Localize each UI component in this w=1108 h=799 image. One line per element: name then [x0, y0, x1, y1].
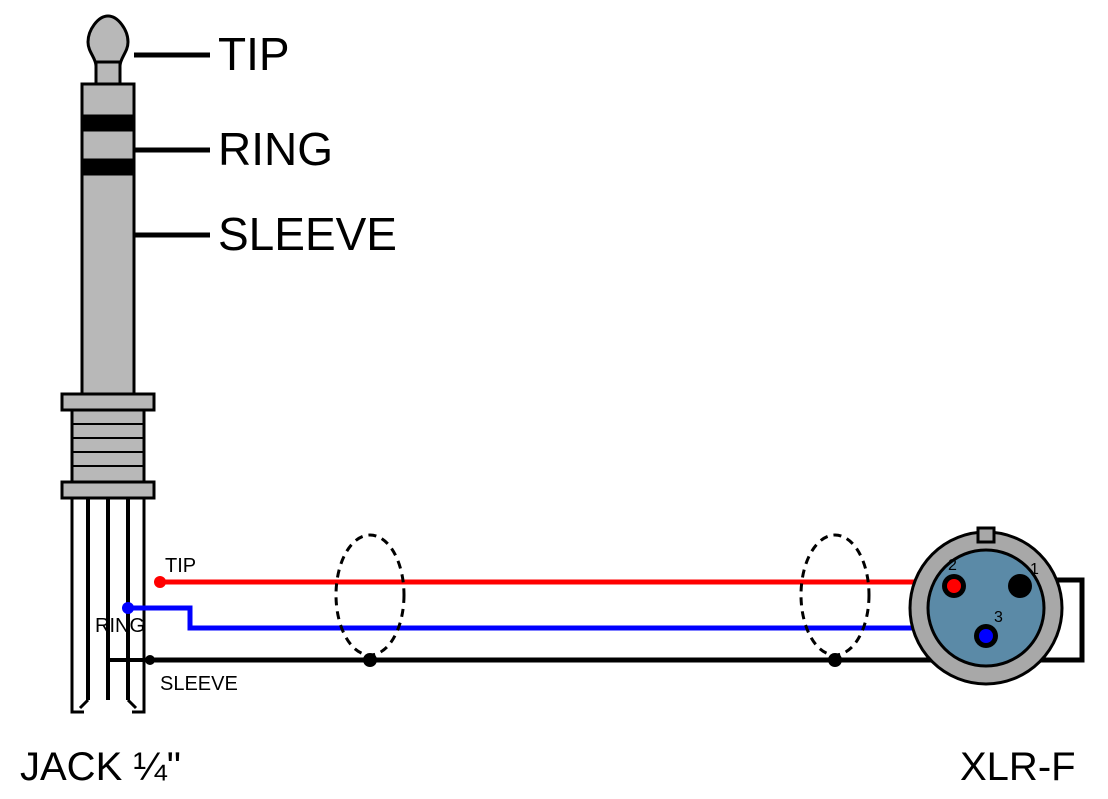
- jack-band-2: [82, 160, 134, 174]
- xlr-pin3-label: 3: [994, 609, 1003, 626]
- title-jack: JACK ¼": [20, 745, 181, 789]
- jack-tip-neck: [96, 62, 120, 84]
- jack-collar: [62, 394, 154, 410]
- shield-right-node: [828, 653, 842, 667]
- jack-tip: [88, 16, 128, 66]
- wire-ring: [128, 608, 986, 632]
- jack-band-1: [82, 116, 134, 130]
- xlr-pin1-label: 1: [1030, 561, 1039, 578]
- wire-sleeve-dot-jack: [145, 655, 155, 665]
- shield-right: [801, 535, 869, 655]
- xlr-key-tab: [978, 528, 994, 542]
- wire-tip-dot-jack: [154, 576, 166, 588]
- label-sleeve: SLEEVE: [218, 208, 397, 260]
- wire-label-tip: TIP: [165, 555, 196, 577]
- jack-part-labels: TIP RING SLEEVE: [134, 28, 397, 260]
- label-ring: RING: [218, 123, 333, 175]
- jack-threaded-barrel: [72, 410, 144, 482]
- title-xlr: XLR-F: [960, 745, 1076, 789]
- xlr-pin1-inner: [1013, 579, 1027, 593]
- jack-ring-section: [82, 130, 134, 160]
- cable-shields: [336, 535, 869, 667]
- wire-label-ring: RING: [95, 615, 145, 637]
- wire-label-sleeve: SLEEVE: [160, 673, 238, 695]
- xlr-connector: 2 1 3: [910, 528, 1062, 684]
- xlr-pin2-label: 2: [948, 557, 957, 574]
- jack-collar-lower: [62, 482, 154, 498]
- label-tip: TIP: [218, 28, 290, 80]
- jack-sleeve-shaft: [82, 174, 134, 394]
- xlr-pin2-inner: [947, 579, 961, 593]
- wire-labels: TIP RING SLEEVE: [95, 555, 238, 695]
- jack-solder-tabs: [72, 498, 150, 712]
- wire-ring-dot-jack: [122, 602, 134, 614]
- jack-shaft-top: [82, 84, 134, 116]
- xlr-face: [928, 550, 1044, 666]
- shield-left: [336, 535, 404, 655]
- shield-left-node: [363, 653, 377, 667]
- wiring-diagram: TIP RING SLEEVE TIP RING SLEEVE: [0, 0, 1108, 799]
- xlr-pin3-inner: [979, 629, 993, 643]
